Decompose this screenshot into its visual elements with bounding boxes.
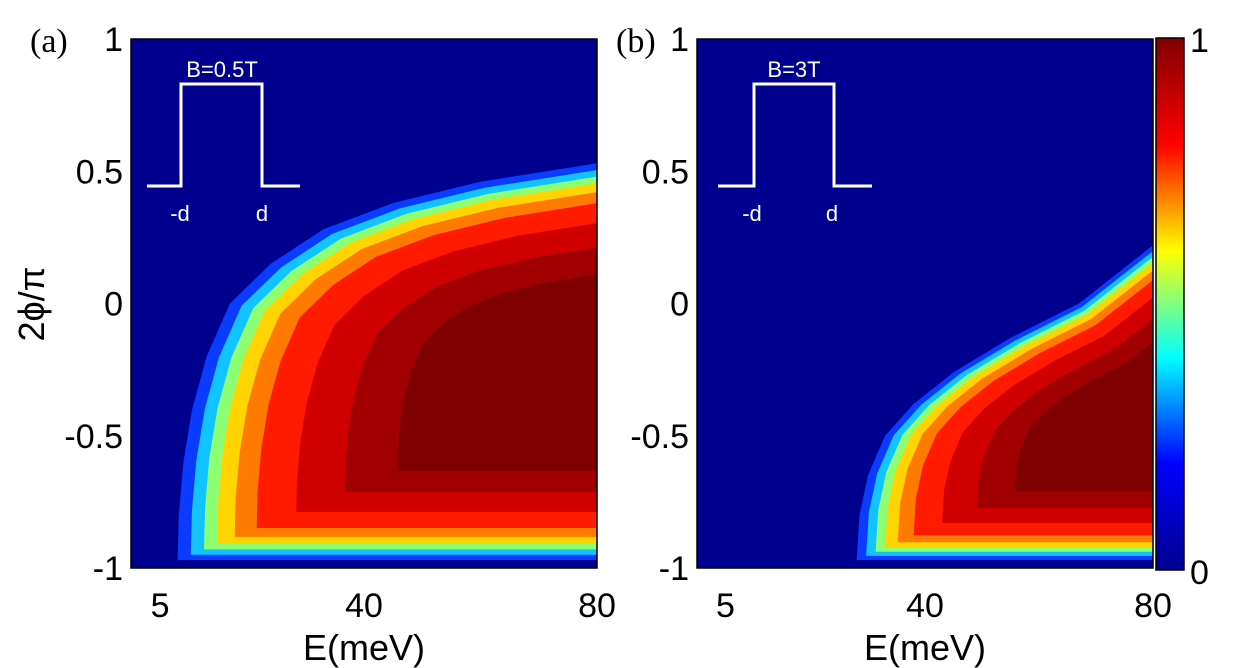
inset-barrier-a: B=0.5T -d d	[147, 57, 300, 226]
y-tick-label-b-1: 0.5	[642, 153, 689, 191]
panel-label-a: (a)	[30, 23, 68, 60]
inset-right-label-a: d	[256, 201, 268, 226]
y-tick-label-b-0: 1	[670, 21, 689, 59]
heatmap-plot-b	[696, 38, 1154, 569]
y-tick-label-a-0: 1	[104, 21, 123, 59]
y-tick-labels-b: 1 0.5 0 -0.5 -1	[630, 21, 689, 588]
heatmap-bands-a	[177, 163, 597, 561]
heatmap-bands-b	[856, 245, 1153, 561]
inset-left-label-a: -d	[170, 201, 190, 226]
heatmap-band-a-8	[397, 274, 597, 471]
y-tick-label-b-2: 0	[670, 286, 689, 324]
x-tick-label-b-2: 80	[1134, 587, 1172, 625]
inset-barrier-b: B=3T -d d	[718, 57, 872, 226]
y-tick-labels-a: 1 0.5 0 -0.5 -1	[64, 21, 123, 588]
colorbar-gradient	[1155, 37, 1185, 571]
colorbar-min-label: 0	[1190, 554, 1209, 592]
x-tick-label-a-1: 40	[345, 587, 383, 625]
x-tick-label-b-1: 40	[906, 587, 944, 625]
x-tick-label-a-2: 80	[578, 587, 616, 625]
y-tick-label-a-4: -1	[93, 550, 123, 588]
x-tick-labels-a: 5 40 80	[151, 587, 616, 625]
x-axis-label-b: E(meV)	[864, 627, 986, 668]
colorbar: 1 0	[1155, 22, 1209, 592]
colorbar-max-label: 1	[1190, 22, 1209, 60]
y-tick-label-a-3: -0.5	[64, 418, 123, 456]
inset-right-label-b: d	[826, 201, 838, 226]
y-axis-label-a: 2ϕ/π	[11, 266, 52, 341]
inset-field-a: B=0.5T	[186, 57, 258, 82]
y-tick-label-b-4: -1	[659, 550, 689, 588]
y-tick-label-a-1: 0.5	[76, 153, 123, 191]
inset-field-b: B=3T	[767, 57, 820, 82]
y-tick-label-a-2: 0	[104, 286, 123, 324]
barrier-profile-a	[147, 82, 300, 188]
x-tick-labels-b: 5 40 80	[716, 587, 1172, 625]
heatmap-band-b-8	[1014, 341, 1153, 492]
x-axis-label-a: E(meV)	[303, 627, 425, 668]
y-tick-label-b-3: -0.5	[630, 418, 689, 456]
inset-left-label-b: -d	[742, 201, 762, 226]
panel-label-b: (b)	[616, 23, 656, 60]
heatmap-plot-a	[130, 38, 598, 569]
barrier-profile-b	[718, 82, 872, 188]
x-tick-label-a-0: 5	[151, 587, 170, 625]
x-tick-label-b-0: 5	[716, 587, 735, 625]
